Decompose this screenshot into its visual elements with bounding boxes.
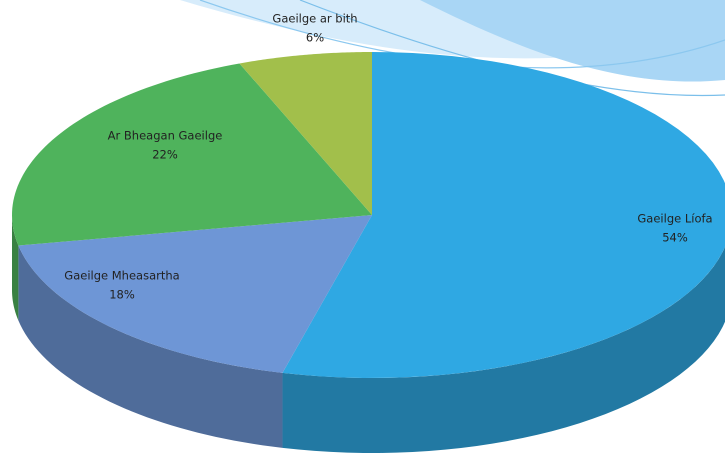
slice-label: Gaeilge ar bith	[272, 12, 357, 26]
slice-side	[12, 215, 19, 321]
slice	[18, 215, 373, 373]
slice	[12, 63, 372, 246]
slice-label: Gaeilge Mheasartha	[64, 269, 179, 283]
slice-value-label: 54%	[662, 231, 688, 245]
slice	[239, 52, 372, 215]
slice	[282, 52, 725, 378]
slice-side	[282, 246, 725, 453]
pie	[12, 52, 725, 453]
slice-value-label: 22%	[152, 148, 178, 162]
slice-side	[18, 245, 283, 448]
slice-value-label: 18%	[109, 288, 135, 302]
slice-value-label: 6%	[306, 31, 324, 45]
slice-label: Ar Bheagan Gaeilge	[108, 129, 223, 143]
slice-label: Gaeilge Líofa	[637, 212, 712, 226]
decoration	[180, 0, 725, 97]
